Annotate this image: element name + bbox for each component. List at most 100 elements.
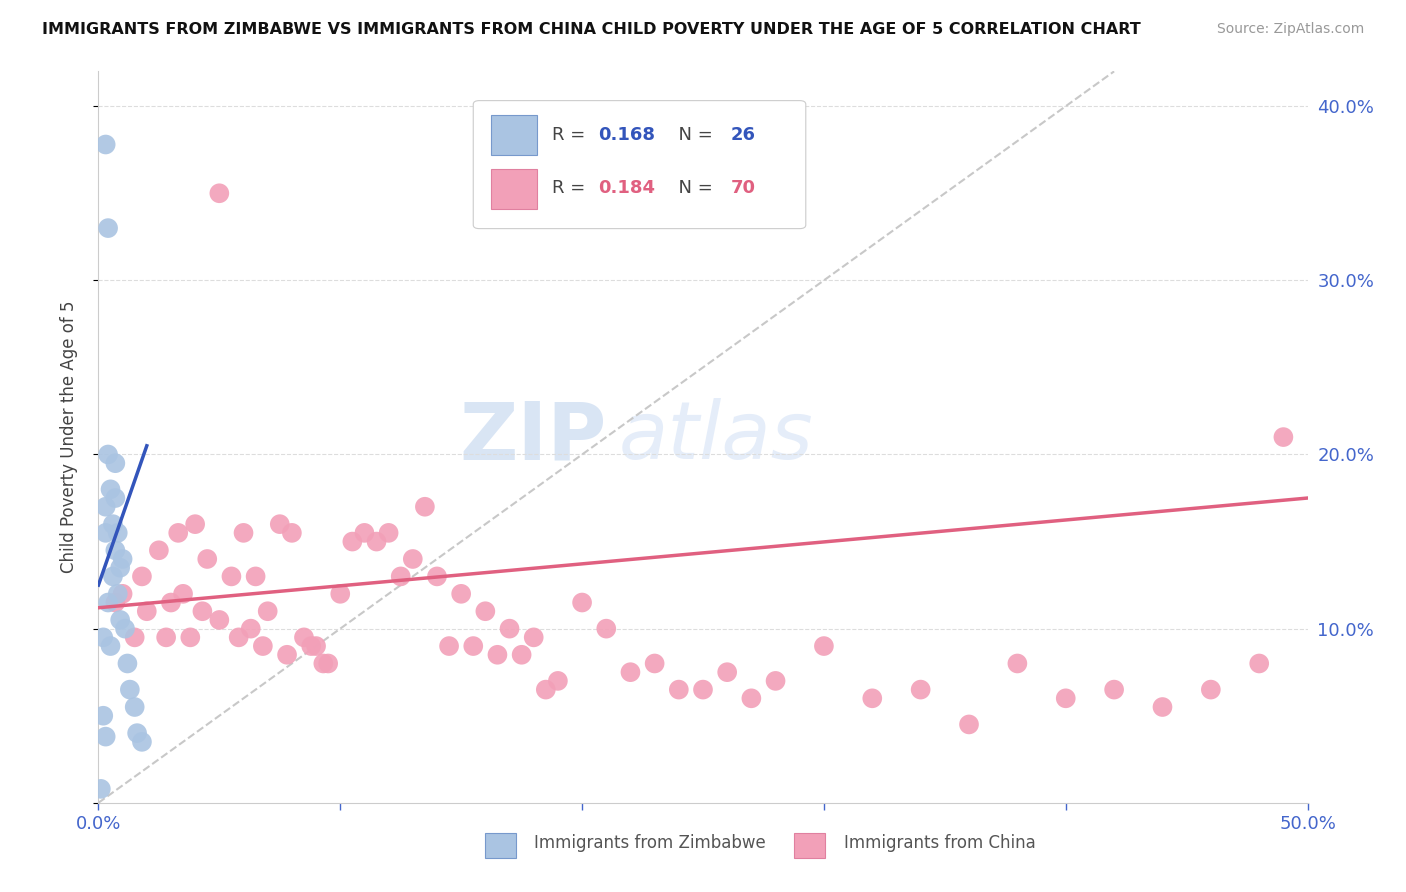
Point bbox=[329, 587, 352, 601]
Bar bbox=[492, 115, 537, 155]
Point bbox=[402, 552, 425, 566]
Point bbox=[463, 639, 485, 653]
Bar bbox=[492, 169, 537, 209]
Point bbox=[104, 491, 127, 505]
Point bbox=[619, 665, 641, 680]
Point bbox=[101, 517, 124, 532]
Point bbox=[131, 569, 153, 583]
Point bbox=[208, 186, 231, 201]
Point bbox=[179, 631, 201, 645]
Text: ZIP: ZIP bbox=[458, 398, 606, 476]
Point bbox=[94, 730, 117, 744]
Point bbox=[167, 525, 190, 540]
Text: Source: ZipAtlas.com: Source: ZipAtlas.com bbox=[1216, 22, 1364, 37]
Point bbox=[111, 552, 134, 566]
Point bbox=[232, 525, 254, 540]
Point bbox=[353, 525, 375, 540]
Point bbox=[107, 525, 129, 540]
Point bbox=[281, 525, 304, 540]
Point bbox=[910, 682, 932, 697]
Point bbox=[108, 613, 131, 627]
Point bbox=[104, 543, 127, 558]
Text: N =: N = bbox=[666, 179, 718, 197]
Point bbox=[111, 587, 134, 601]
Point bbox=[860, 691, 883, 706]
Point bbox=[377, 525, 399, 540]
Point bbox=[571, 595, 593, 609]
Point bbox=[114, 622, 136, 636]
Point bbox=[208, 613, 231, 627]
Text: R =: R = bbox=[551, 179, 591, 197]
Point bbox=[104, 595, 127, 609]
Point bbox=[426, 569, 449, 583]
Y-axis label: Child Poverty Under the Age of 5: Child Poverty Under the Age of 5 bbox=[59, 301, 77, 574]
Bar bbox=[794, 833, 825, 858]
Text: 0.168: 0.168 bbox=[598, 126, 655, 144]
Point bbox=[118, 682, 141, 697]
Text: N =: N = bbox=[666, 126, 718, 144]
Point bbox=[131, 735, 153, 749]
Text: 26: 26 bbox=[731, 126, 756, 144]
Point bbox=[191, 604, 214, 618]
Point bbox=[813, 639, 835, 653]
Point bbox=[135, 604, 157, 618]
Text: atlas: atlas bbox=[619, 398, 813, 476]
Point bbox=[221, 569, 243, 583]
Point bbox=[124, 631, 146, 645]
Point bbox=[239, 622, 262, 636]
Point bbox=[101, 569, 124, 583]
Point bbox=[644, 657, 666, 671]
Point bbox=[160, 595, 183, 609]
Text: IMMIGRANTS FROM ZIMBABWE VS IMMIGRANTS FROM CHINA CHILD POVERTY UNDER THE AGE OF: IMMIGRANTS FROM ZIMBABWE VS IMMIGRANTS F… bbox=[42, 22, 1140, 37]
Point bbox=[1152, 700, 1174, 714]
Point bbox=[1272, 430, 1295, 444]
Point bbox=[155, 631, 177, 645]
Point bbox=[316, 657, 339, 671]
Point bbox=[148, 543, 170, 558]
Point bbox=[450, 587, 472, 601]
Point bbox=[97, 595, 120, 609]
Point bbox=[1102, 682, 1125, 697]
Point bbox=[523, 631, 546, 645]
Point bbox=[90, 781, 112, 796]
Point bbox=[299, 639, 322, 653]
Point bbox=[276, 648, 298, 662]
Bar bbox=[485, 833, 516, 858]
Point bbox=[91, 631, 114, 645]
Point bbox=[256, 604, 278, 618]
Point bbox=[366, 534, 388, 549]
Text: R =: R = bbox=[551, 126, 591, 144]
Point bbox=[100, 483, 122, 497]
Point bbox=[413, 500, 436, 514]
Point bbox=[305, 639, 328, 653]
Point bbox=[195, 552, 218, 566]
Point bbox=[510, 648, 533, 662]
Point bbox=[740, 691, 762, 706]
Point bbox=[534, 682, 557, 697]
Point bbox=[437, 639, 460, 653]
Point bbox=[1249, 657, 1271, 671]
Point bbox=[342, 534, 364, 549]
FancyBboxPatch shape bbox=[474, 101, 806, 228]
Point bbox=[94, 137, 117, 152]
Point bbox=[124, 700, 146, 714]
Point bbox=[668, 682, 690, 697]
Point bbox=[97, 448, 120, 462]
Point bbox=[269, 517, 291, 532]
Point bbox=[1007, 657, 1029, 671]
Point bbox=[228, 631, 250, 645]
Point bbox=[692, 682, 714, 697]
Point bbox=[595, 622, 617, 636]
Text: Immigrants from China: Immigrants from China bbox=[844, 834, 1035, 852]
Point bbox=[1199, 682, 1222, 697]
Point bbox=[108, 560, 131, 574]
Point bbox=[172, 587, 194, 601]
Text: 0.184: 0.184 bbox=[598, 179, 655, 197]
Point bbox=[312, 657, 335, 671]
Point bbox=[389, 569, 412, 583]
Point bbox=[94, 500, 117, 514]
Point bbox=[184, 517, 207, 532]
Point bbox=[107, 587, 129, 601]
Point bbox=[765, 673, 787, 688]
Point bbox=[474, 604, 496, 618]
